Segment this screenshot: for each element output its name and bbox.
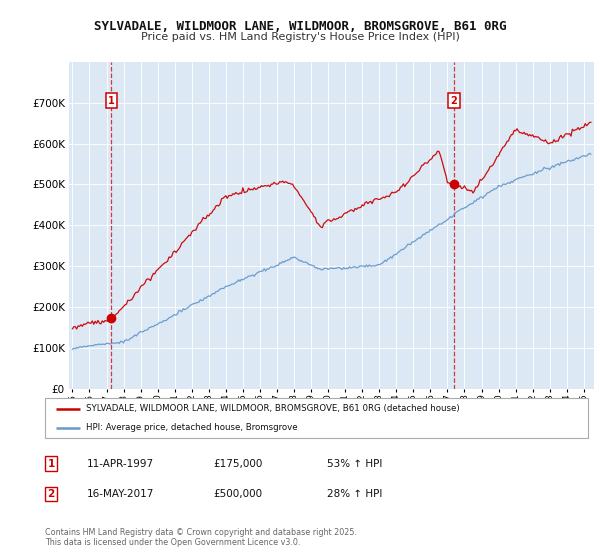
Text: SYLVADALE, WILDMOOR LANE, WILDMOOR, BROMSGROVE, B61 0RG (detached house): SYLVADALE, WILDMOOR LANE, WILDMOOR, BROM… xyxy=(86,404,460,413)
Text: 53% ↑ HPI: 53% ↑ HPI xyxy=(327,459,382,469)
Text: 1: 1 xyxy=(47,459,55,469)
Text: 2: 2 xyxy=(451,96,457,106)
Text: 16-MAY-2017: 16-MAY-2017 xyxy=(87,489,154,499)
Text: SYLVADALE, WILDMOOR LANE, WILDMOOR, BROMSGROVE, B61 0RG: SYLVADALE, WILDMOOR LANE, WILDMOOR, BROM… xyxy=(94,20,506,32)
Text: HPI: Average price, detached house, Bromsgrove: HPI: Average price, detached house, Brom… xyxy=(86,423,298,432)
Text: Contains HM Land Registry data © Crown copyright and database right 2025.
This d: Contains HM Land Registry data © Crown c… xyxy=(45,528,357,547)
Text: Price paid vs. HM Land Registry's House Price Index (HPI): Price paid vs. HM Land Registry's House … xyxy=(140,32,460,43)
Text: 2: 2 xyxy=(47,489,55,499)
FancyBboxPatch shape xyxy=(45,398,588,438)
Text: 1: 1 xyxy=(108,96,115,106)
Text: £500,000: £500,000 xyxy=(213,489,262,499)
Text: £175,000: £175,000 xyxy=(213,459,262,469)
Text: 28% ↑ HPI: 28% ↑ HPI xyxy=(327,489,382,499)
Text: 11-APR-1997: 11-APR-1997 xyxy=(87,459,154,469)
